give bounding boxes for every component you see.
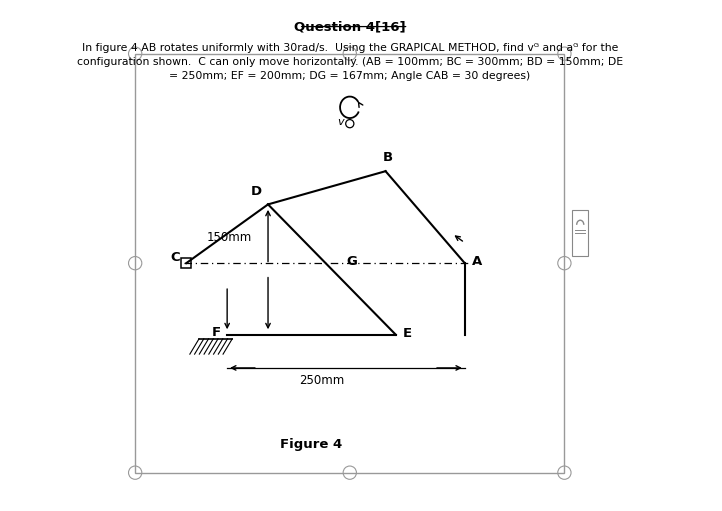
Text: E: E xyxy=(403,327,412,340)
Text: Figure 4: Figure 4 xyxy=(280,438,342,451)
Text: = 250mm; EF = 200mm; DG = 167mm; Angle CAB = 30 degrees): = 250mm; EF = 200mm; DG = 167mm; Angle C… xyxy=(169,71,531,81)
Text: G: G xyxy=(347,255,357,268)
Bar xyxy=(181,258,191,268)
Text: 150mm: 150mm xyxy=(206,231,252,244)
Text: configuration shown.  C can only move horizontally. (AB = 100mm; BC = 300mm; BD : configuration shown. C can only move hor… xyxy=(77,57,623,67)
Text: v: v xyxy=(337,117,344,127)
Text: 250mm: 250mm xyxy=(299,374,344,387)
Text: F: F xyxy=(212,326,221,339)
Text: C: C xyxy=(170,250,180,264)
Text: In figure 4 AB rotates uniformly with 30rad/s.  Using the GRAPICAL METHOD, find : In figure 4 AB rotates uniformly with 30… xyxy=(82,43,618,54)
Bar xyxy=(135,54,565,473)
Text: Question 4[16]: Question 4[16] xyxy=(294,20,406,33)
Text: A: A xyxy=(472,254,482,268)
Bar xyxy=(572,210,588,256)
Text: D: D xyxy=(251,185,262,198)
Text: B: B xyxy=(383,151,393,164)
